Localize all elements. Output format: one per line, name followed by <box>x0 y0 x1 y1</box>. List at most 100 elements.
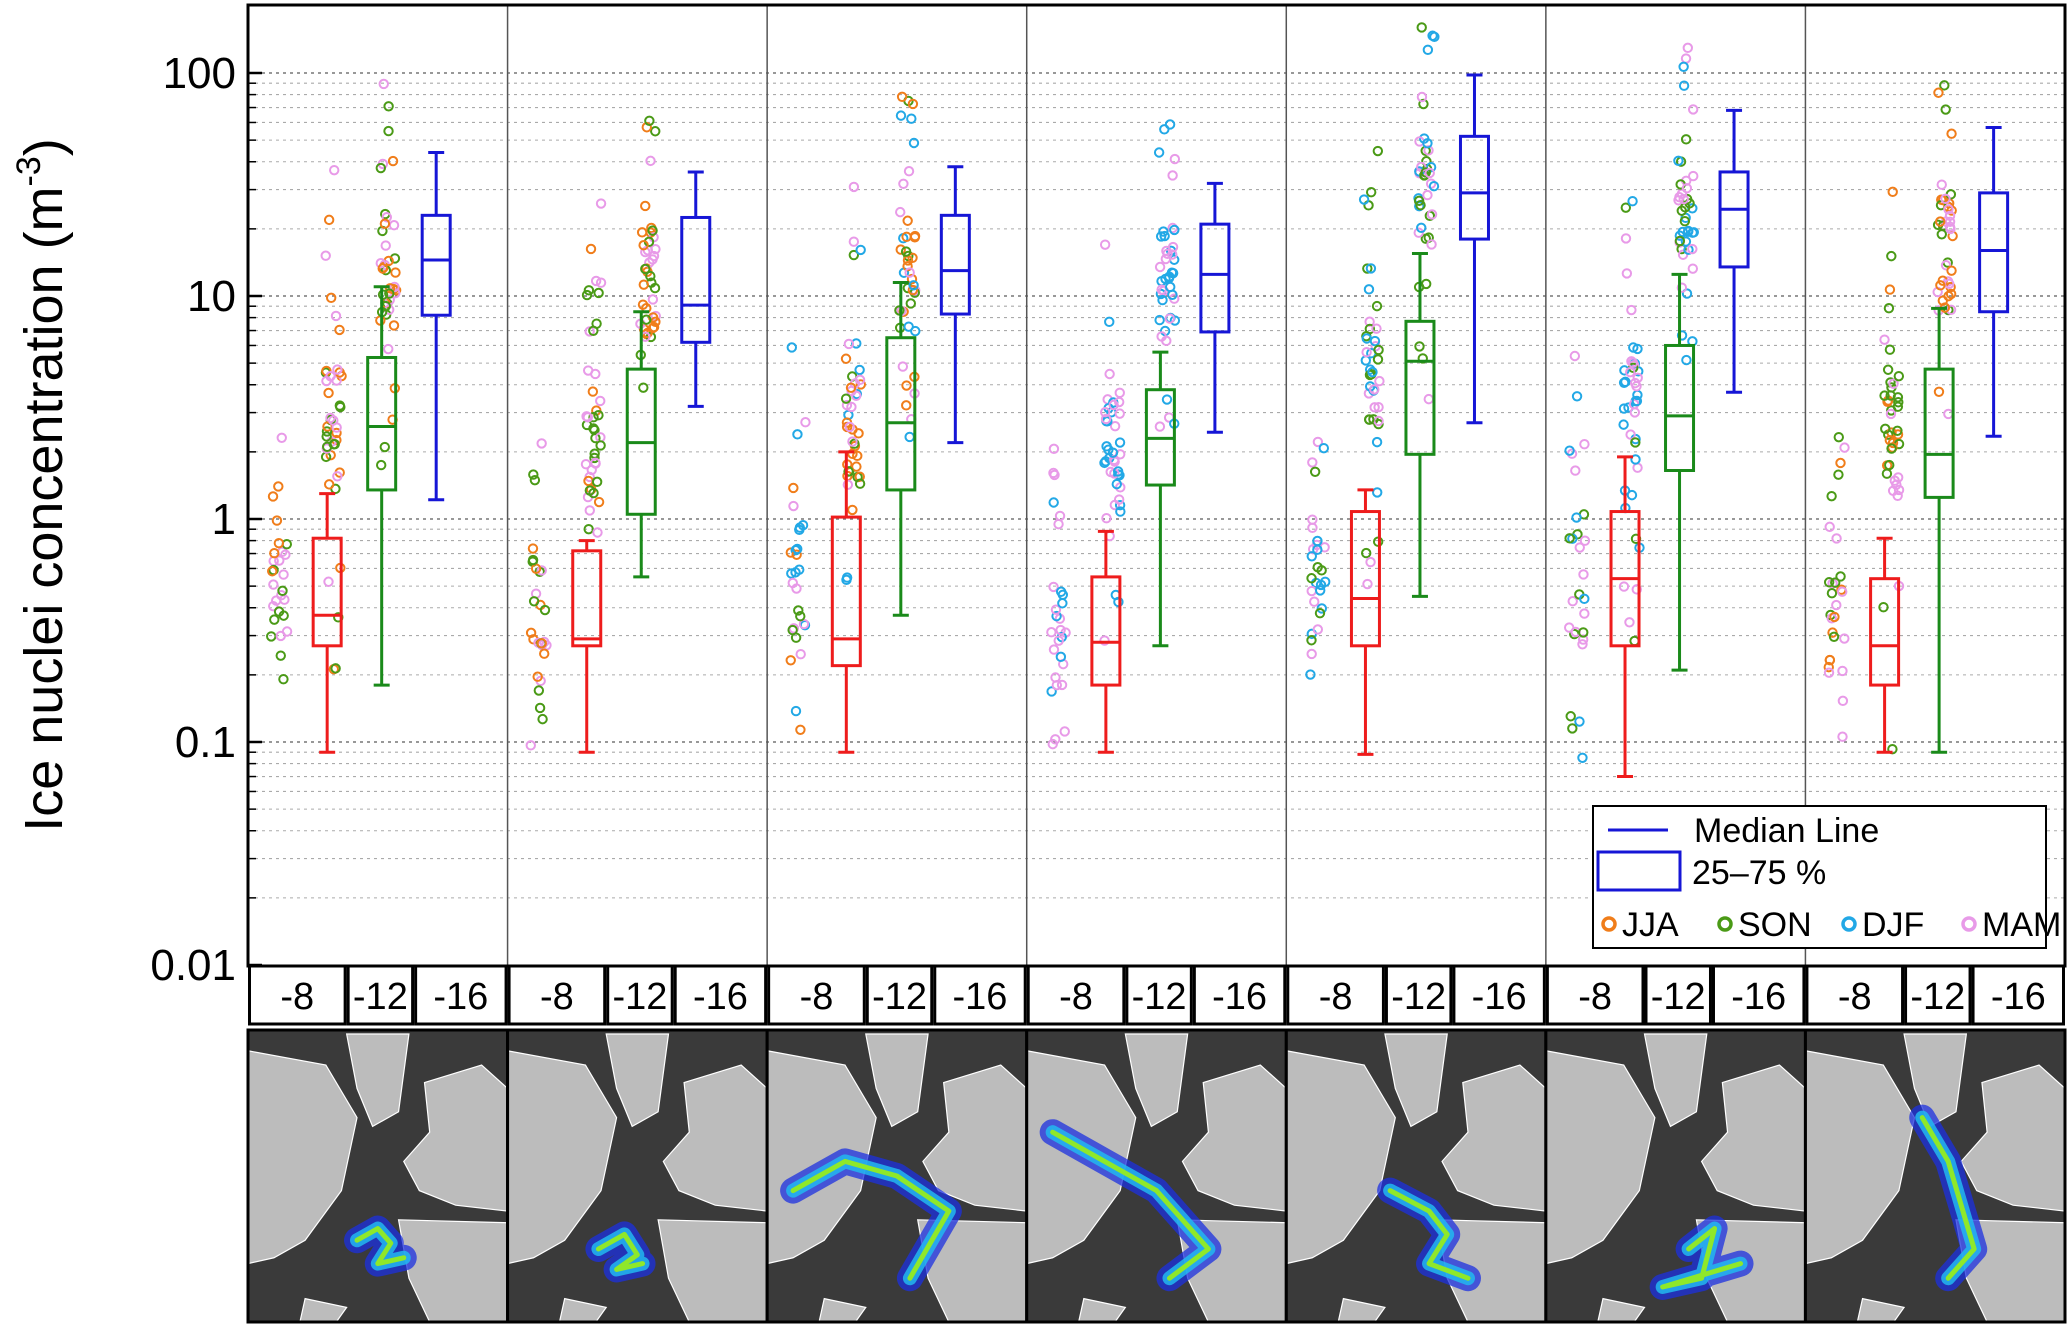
season-point <box>1162 248 1173 259</box>
season-point <box>1933 87 1944 98</box>
season-point <box>383 343 394 355</box>
season-point <box>1567 723 1578 734</box>
season-point <box>1361 347 1372 358</box>
season-point <box>1154 261 1166 273</box>
season-point <box>1579 608 1590 619</box>
season-point <box>1837 665 1848 677</box>
season-point <box>788 500 799 512</box>
map-land-europe <box>922 1064 1028 1212</box>
season-point <box>785 655 796 666</box>
season-point <box>580 458 592 470</box>
season-point <box>1361 547 1372 559</box>
season-point <box>1365 186 1377 198</box>
season-point <box>906 113 917 124</box>
season-point <box>1571 391 1583 402</box>
season-point <box>847 504 858 516</box>
season-point <box>1837 695 1849 707</box>
season-point <box>1893 397 1904 408</box>
x-tick-label: -16 <box>693 976 748 1018</box>
season-point <box>1889 475 1900 486</box>
season-point <box>1422 138 1433 149</box>
season-point <box>854 478 866 489</box>
season-point <box>528 469 539 480</box>
season-point <box>321 431 332 442</box>
season-point <box>1625 366 1636 378</box>
x-category-cell <box>1971 964 2066 1026</box>
season-point <box>1371 323 1382 334</box>
season-point <box>1373 401 1384 413</box>
trajectory-plume-core <box>1050 1129 1211 1281</box>
legend-season-label: JJA <box>1622 906 1679 944</box>
legend-season-label: SON <box>1738 906 1812 944</box>
season-point <box>853 428 864 439</box>
season-point <box>590 432 601 444</box>
box-iqr <box>1404 319 1436 456</box>
season-point <box>1167 249 1178 260</box>
box-iqr <box>1869 577 1901 687</box>
season-point <box>1371 300 1383 312</box>
season-point <box>384 283 396 294</box>
season-point <box>390 267 401 278</box>
box-iqr <box>885 336 917 492</box>
season-point <box>267 566 278 577</box>
season-point <box>1687 263 1699 274</box>
season-point <box>1318 442 1330 454</box>
x-category-cell <box>1286 964 1385 1026</box>
season-point <box>1824 654 1835 666</box>
season-point <box>1677 226 1688 238</box>
box-iqr <box>939 213 971 316</box>
season-point <box>787 624 798 636</box>
season-point <box>1879 334 1890 345</box>
season-point <box>332 364 343 375</box>
season-point <box>650 126 661 137</box>
season-point <box>849 438 860 449</box>
season-point <box>1940 104 1951 115</box>
season-point <box>1945 288 1957 300</box>
season-point <box>1364 316 1375 327</box>
season-point <box>854 471 865 482</box>
season-point <box>586 464 597 476</box>
season-point <box>909 232 921 243</box>
x-category-cell <box>1384 964 1453 1026</box>
x-tick-label: -8 <box>800 976 834 1018</box>
season-point <box>1315 585 1326 596</box>
season-point <box>527 543 539 554</box>
season-point <box>1618 581 1630 592</box>
legend-box-swatch <box>1596 850 1682 892</box>
season-point <box>269 614 280 625</box>
season-point <box>1167 170 1178 181</box>
season-point <box>1309 596 1320 607</box>
season-point <box>1056 679 1068 691</box>
season-point <box>383 101 394 112</box>
season-point <box>1681 288 1693 299</box>
legend-season-marker <box>1717 916 1733 932</box>
season-point <box>1306 635 1317 646</box>
season-point <box>1319 576 1331 588</box>
y-tick-label: 1 <box>212 495 236 544</box>
season-point <box>375 459 387 471</box>
x-tick-label: -16 <box>1991 976 2046 1018</box>
box-iqr <box>1349 510 1381 648</box>
box-iqr <box>1664 343 1696 473</box>
season-point <box>321 441 333 452</box>
season-point <box>1943 204 1954 215</box>
season-point <box>1835 457 1846 469</box>
season-point <box>896 91 908 103</box>
season-point <box>1154 421 1166 432</box>
map-panel <box>1025 1028 1288 1324</box>
season-point <box>590 275 602 287</box>
season-point <box>905 298 916 309</box>
trajectory-plume-core <box>1387 1188 1471 1281</box>
season-point <box>908 137 920 149</box>
season-point <box>1358 194 1370 205</box>
season-point <box>1169 315 1181 326</box>
season-point <box>1933 386 1945 397</box>
trajectory-plume-core <box>790 1158 952 1281</box>
season-point <box>1946 265 1957 276</box>
season-point <box>384 288 395 299</box>
map-land-greenland <box>865 1033 929 1128</box>
x-tick-label: -8 <box>1059 976 1093 1018</box>
map-land-north-america <box>1285 1050 1396 1265</box>
season-point <box>904 431 915 443</box>
season-point <box>1627 195 1638 207</box>
